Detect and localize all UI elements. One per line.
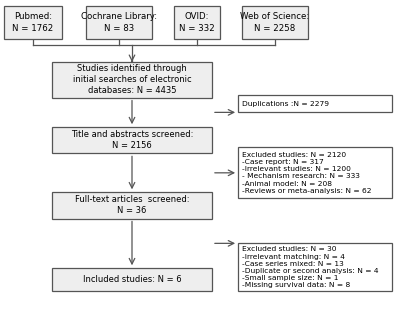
FancyBboxPatch shape — [52, 62, 212, 98]
Text: Included studies: N = 6: Included studies: N = 6 — [83, 275, 181, 284]
Text: Title and abstracts screened:
N = 2156: Title and abstracts screened: N = 2156 — [71, 130, 193, 150]
Text: Duplications :N = 2279: Duplications :N = 2279 — [242, 100, 329, 107]
Text: Full-text articles  screened:
N = 36: Full-text articles screened: N = 36 — [75, 195, 189, 215]
FancyBboxPatch shape — [4, 6, 62, 39]
FancyBboxPatch shape — [86, 6, 152, 39]
Text: Studies identified through
initial searches of electronic
databases: N = 4435: Studies identified through initial searc… — [73, 64, 191, 95]
FancyBboxPatch shape — [242, 6, 308, 39]
Text: OVID:
N = 332: OVID: N = 332 — [179, 12, 215, 33]
Text: Excluded studies: N = 2120
-Case report: N = 317
-Irrelevant studies: N = 1200
-: Excluded studies: N = 2120 -Case report:… — [242, 152, 372, 194]
FancyBboxPatch shape — [52, 127, 212, 153]
FancyBboxPatch shape — [52, 268, 212, 291]
Text: Excluded studies: N = 30
-Irrelevant matching: N = 4
-Case series mixed: N = 13
: Excluded studies: N = 30 -Irrelevant mat… — [242, 246, 378, 289]
FancyBboxPatch shape — [238, 147, 392, 198]
FancyBboxPatch shape — [238, 243, 392, 291]
FancyBboxPatch shape — [238, 95, 392, 112]
Text: Cochrane Library:
N = 83: Cochrane Library: N = 83 — [81, 12, 157, 33]
FancyBboxPatch shape — [52, 192, 212, 219]
Text: Pubmed:
N = 1762: Pubmed: N = 1762 — [12, 12, 54, 33]
FancyBboxPatch shape — [174, 6, 220, 39]
Text: Web of Science:
N = 2258: Web of Science: N = 2258 — [240, 12, 310, 33]
